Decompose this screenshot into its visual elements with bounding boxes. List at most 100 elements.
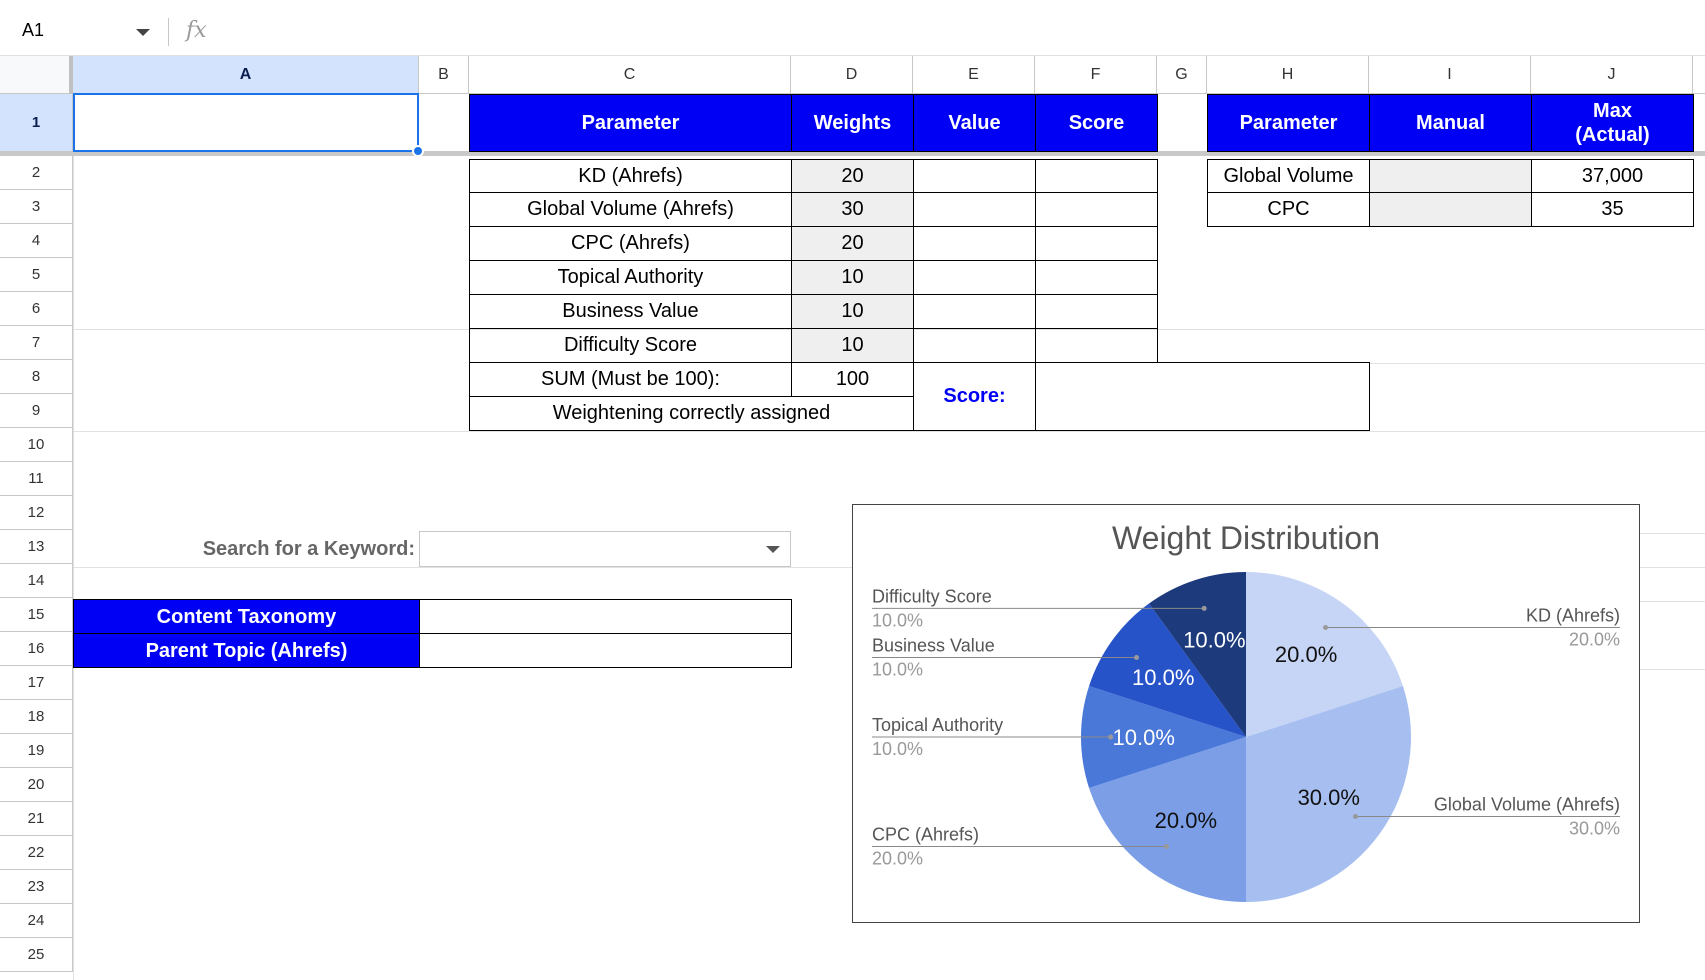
pie-slice[interactable] [1089, 737, 1246, 902]
col-header-a[interactable]: A [73, 56, 419, 94]
pie-slice-percent-label: 10.0% [1113, 725, 1175, 750]
row-header-16[interactable]: 16 [0, 632, 73, 666]
col-header-h[interactable]: H [1207, 56, 1369, 94]
table1-param-business-value[interactable]: Business Value [469, 294, 792, 329]
pie-slice-percent-label: 10.0% [1183, 628, 1245, 653]
table1-param-difficulty-score[interactable]: Difficulty Score [469, 328, 792, 363]
row-header-8[interactable]: 8 [0, 360, 73, 394]
row-header-13[interactable]: 13 [0, 530, 73, 564]
table1-weight-difficulty-score[interactable]: 10 [791, 328, 914, 363]
row-header-15[interactable]: 15 [0, 598, 73, 632]
table1-value-topical-authority[interactable] [913, 260, 1036, 295]
table1-value-global-volume[interactable] [913, 192, 1036, 227]
gridline [1370, 363, 1705, 364]
table1-value-difficulty-score[interactable] [913, 328, 1036, 363]
content-taxonomy-value[interactable] [419, 599, 792, 634]
table1-weight-cpc[interactable]: 20 [791, 226, 914, 261]
row-header-25[interactable]: 25 [0, 938, 73, 972]
table2-max-global-volume[interactable]: 37,000 [1531, 159, 1694, 193]
score-label: Score: [913, 362, 1036, 431]
gridline [1640, 533, 1705, 534]
row-header-2[interactable]: 2 [0, 156, 73, 190]
table1-score-business-value[interactable] [1035, 294, 1158, 329]
pie-slice[interactable] [1149, 572, 1246, 737]
row-header-22[interactable]: 22 [0, 836, 73, 870]
search-keyword-dropdown[interactable] [419, 531, 791, 567]
selected-cell-a1[interactable] [73, 93, 419, 152]
table2-manual-global-volume[interactable] [1369, 159, 1532, 193]
row-header-3[interactable]: 3 [0, 190, 73, 224]
pie-chart-svg: 20.0% KD (Ahrefs) 20.0% 30.0% Global Volume … [872, 572, 1620, 902]
chart-title: Weight Distribution [1112, 520, 1380, 556]
col-header-f[interactable]: F [1035, 56, 1157, 94]
table2-max-cpc[interactable]: 35 [1531, 192, 1694, 227]
formula-bar [0, 0, 1705, 56]
table1-score-topical-authority[interactable] [1035, 260, 1158, 295]
row-header-11[interactable]: 11 [0, 462, 73, 496]
col-header-d[interactable]: D [791, 56, 913, 94]
row-header-7[interactable]: 7 [0, 326, 73, 360]
row-header-20[interactable]: 20 [0, 768, 73, 802]
row-header-17[interactable]: 17 [0, 666, 73, 700]
row-header-10[interactable]: 10 [0, 428, 73, 462]
table2-header-manual: Manual [1369, 94, 1532, 152]
pie-leader-dot [1323, 625, 1329, 631]
name-box-dropdown-icon[interactable] [136, 29, 150, 36]
col-header-g[interactable]: G [1157, 56, 1207, 94]
table1-weight-topical-authority[interactable]: 10 [791, 260, 914, 295]
pie-label-percent: 10.0% [872, 659, 923, 679]
row-header-19[interactable]: 19 [0, 734, 73, 768]
score-output[interactable] [1035, 362, 1370, 431]
col-header-e[interactable]: E [913, 56, 1035, 94]
col-header-j[interactable]: J [1531, 56, 1693, 94]
pie-slice[interactable] [1246, 686, 1411, 902]
pie-slice[interactable] [1081, 686, 1246, 788]
chevron-down-icon[interactable] [766, 546, 780, 553]
pie-slice[interactable] [1246, 572, 1403, 737]
table2-param-global-volume[interactable]: Global Volume [1207, 159, 1370, 193]
table1-param-global-volume[interactable]: Global Volume (Ahrefs) [469, 192, 792, 227]
fill-handle[interactable] [412, 145, 424, 157]
table1-value-kd[interactable] [913, 159, 1036, 193]
table1-status[interactable]: Weightening correctly assigned [469, 396, 914, 431]
table1-sum-label[interactable]: SUM (Must be 100): [469, 362, 792, 397]
table1-value-business-value[interactable] [913, 294, 1036, 329]
name-box[interactable]: A1 [22, 20, 45, 40]
row-header-18[interactable]: 18 [0, 700, 73, 734]
table1-sum-value[interactable]: 100 [791, 362, 914, 397]
table2-manual-cpc[interactable] [1369, 192, 1532, 227]
table1-weight-kd[interactable]: 20 [791, 159, 914, 193]
row-header-21[interactable]: 21 [0, 802, 73, 836]
table1-param-topical-authority[interactable]: Topical Authority [469, 260, 792, 295]
table1-score-difficulty-score[interactable] [1035, 328, 1158, 363]
table1-param-cpc[interactable]: CPC (Ahrefs) [469, 226, 792, 261]
row-header-6[interactable]: 6 [0, 292, 73, 326]
parent-topic-value[interactable] [419, 633, 792, 668]
col-header-b[interactable]: B [419, 56, 469, 94]
table1-score-cpc[interactable] [1035, 226, 1158, 261]
row-header-5[interactable]: 5 [0, 258, 73, 292]
parent-topic-label: Parent Topic (Ahrefs) [73, 633, 420, 668]
pie-slice[interactable] [1089, 603, 1246, 737]
table1-param-kd[interactable]: KD (Ahrefs) [469, 159, 792, 193]
row-header-4[interactable]: 4 [0, 224, 73, 258]
select-all-corner[interactable] [0, 56, 73, 94]
row-header-12[interactable]: 12 [0, 496, 73, 530]
table2-param-cpc[interactable]: CPC [1207, 192, 1370, 227]
row-header-1[interactable]: 1 [0, 94, 73, 152]
row-header-24[interactable]: 24 [0, 904, 73, 938]
pie-slice-percent-label: 20.0% [1155, 808, 1217, 833]
row-header-14[interactable]: 14 [0, 564, 73, 598]
row-header-23[interactable]: 23 [0, 870, 73, 904]
table1-weight-business-value[interactable]: 10 [791, 294, 914, 329]
row-header-9[interactable]: 9 [0, 394, 73, 428]
table1-score-global-volume[interactable] [1035, 192, 1158, 227]
col-header-c[interactable]: C [469, 56, 791, 94]
table1-score-kd[interactable] [1035, 159, 1158, 193]
col-header-i[interactable]: I [1369, 56, 1531, 94]
freeze-divider[interactable] [0, 151, 1705, 156]
table1-value-cpc[interactable] [913, 226, 1036, 261]
pie-label-percent: 20.0% [872, 848, 923, 868]
table1-weight-global-volume[interactable]: 30 [791, 192, 914, 227]
pie-label-name: CPC (Ahrefs) [872, 824, 979, 844]
